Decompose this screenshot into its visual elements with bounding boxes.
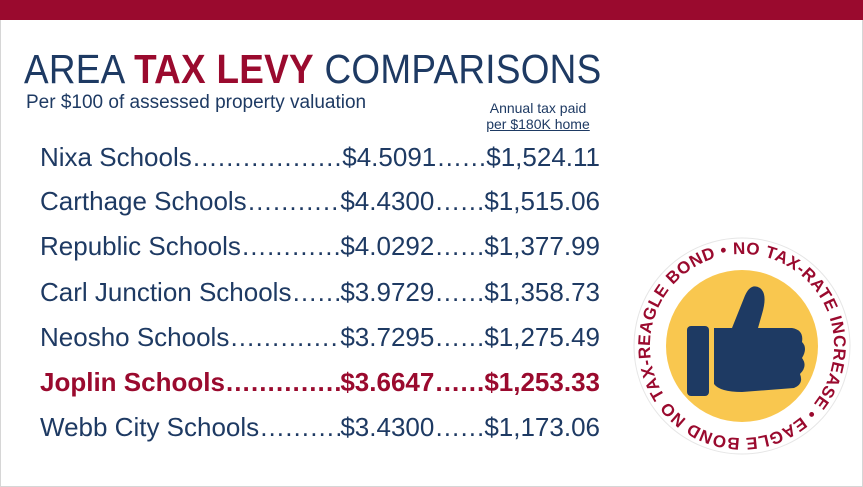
levy-row: Carl Junction Schools $3.9729 $1,358.73	[40, 272, 600, 312]
annual-tax-paid: $1,524.11	[486, 142, 600, 172]
column-header-line1: Annual tax paid	[489, 100, 587, 116]
leader-dots	[434, 362, 484, 402]
title-accent: TAX LEVY	[134, 46, 314, 92]
leader-dots	[434, 317, 484, 357]
annual-tax-paid: $1,377.99	[484, 231, 600, 261]
leader-dots	[434, 407, 484, 447]
levy-rate: $3.6647	[340, 367, 435, 397]
thumbs-up-icon	[687, 286, 805, 396]
leader-dots	[259, 407, 340, 447]
annual-tax-paid: $1,253.33	[484, 367, 600, 397]
school-name: Carthage Schools	[40, 186, 247, 216]
leader-dots	[291, 272, 340, 312]
title-suffix: COMPARISONS	[324, 46, 602, 92]
title-prefix: AREA	[24, 46, 124, 92]
leader-dots	[225, 362, 340, 402]
annual-tax-paid: $1,275.49	[484, 322, 600, 352]
annual-tax-paid: $1,358.73	[484, 277, 600, 307]
annual-tax-column-header: Annual tax paid per $180K home	[477, 100, 599, 132]
column-header-line2: per $180K home	[486, 116, 590, 132]
leader-dots	[229, 317, 340, 357]
leader-dots	[434, 226, 484, 266]
leader-dots	[436, 137, 486, 177]
eagle-bond-badge: EAGLE BOND • NO TAX-RATE INCREASE • EAGL…	[632, 236, 851, 455]
school-name: Republic Schools	[40, 231, 241, 261]
page-title: AREA TAX LEVY COMPARISONS	[24, 46, 601, 92]
school-name: Neosho Schools	[40, 322, 230, 352]
annual-tax-paid: $1,515.06	[484, 186, 600, 216]
levy-rate: $3.7295	[340, 322, 435, 352]
page-subtitle: Per $100 of assessed property valuation	[26, 92, 367, 113]
levy-row: Webb City Schools $3.4300 $1,173.06	[40, 407, 600, 447]
levy-rate: $4.5091	[342, 142, 437, 172]
school-name: Carl Junction Schools	[40, 277, 292, 307]
top-accent-bar	[0, 0, 863, 20]
school-name: Joplin Schools	[40, 367, 225, 397]
levy-row: Carthage Schools $4.4300 $1,515.06	[40, 181, 600, 221]
school-name: Webb City Schools	[40, 412, 260, 442]
levy-rate: $4.0292	[340, 231, 435, 261]
school-name: Nixa Schools	[40, 142, 192, 172]
levy-row-highlighted: Joplin Schools $3.6647 $1,253.33	[40, 362, 600, 402]
leader-dots	[247, 181, 341, 221]
levy-row: Nixa Schools $4.5091 $1,524.11	[40, 137, 600, 177]
leader-dots	[434, 181, 484, 221]
annual-tax-paid: $1,173.06	[484, 412, 600, 442]
levy-rate: $3.4300	[340, 412, 435, 442]
levy-row: Neosho Schools $3.7295 $1,275.49	[40, 317, 600, 357]
levy-rate: $3.9729	[340, 277, 435, 307]
leader-dots	[434, 272, 484, 312]
leader-dots	[241, 226, 340, 266]
leader-dots	[192, 137, 343, 177]
levy-row: Republic Schools $4.0292 $1,377.99	[40, 226, 600, 266]
levy-rate: $4.4300	[340, 186, 435, 216]
